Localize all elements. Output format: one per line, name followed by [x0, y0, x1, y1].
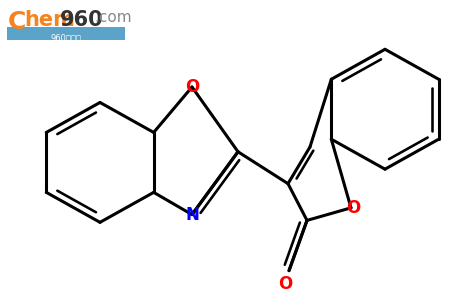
FancyBboxPatch shape — [7, 27, 125, 40]
Text: 960化工网: 960化工网 — [51, 33, 82, 42]
Text: O: O — [278, 275, 292, 293]
Text: O: O — [346, 199, 360, 217]
Text: hem: hem — [24, 10, 75, 30]
Text: .com: .com — [94, 10, 132, 25]
Text: N: N — [185, 206, 199, 224]
Text: 960: 960 — [60, 10, 104, 30]
Text: C: C — [8, 10, 27, 34]
Text: O: O — [185, 78, 199, 96]
